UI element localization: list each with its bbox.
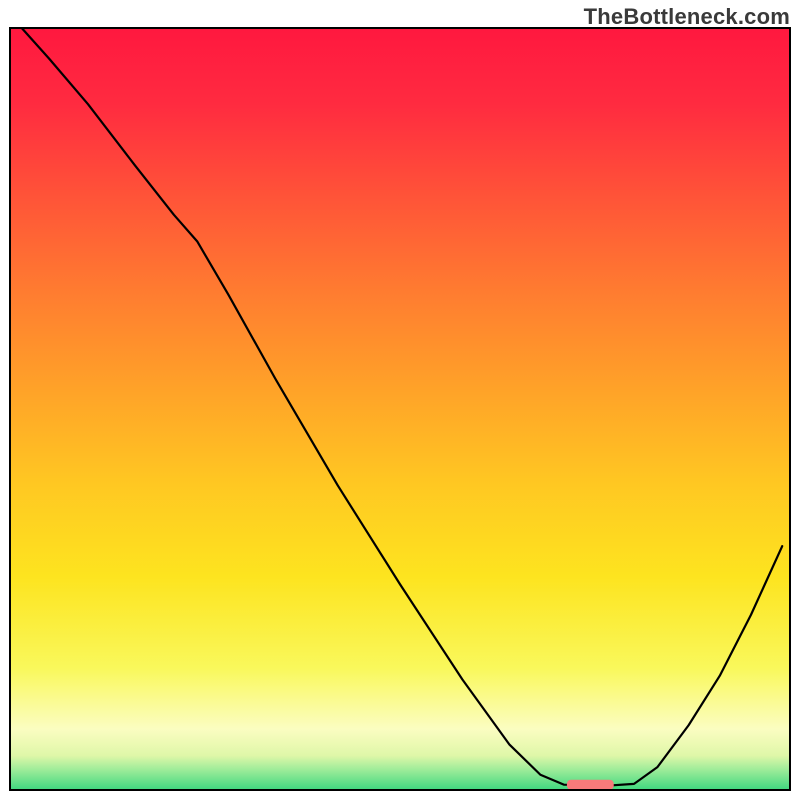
optimal-marker: [567, 780, 614, 790]
watermark-text: TheBottleneck.com: [584, 4, 790, 30]
plot-area: [10, 28, 790, 790]
figure-root: TheBottleneck.com: [0, 0, 800, 800]
gradient-background: [10, 28, 790, 790]
plot-svg: [0, 0, 800, 800]
